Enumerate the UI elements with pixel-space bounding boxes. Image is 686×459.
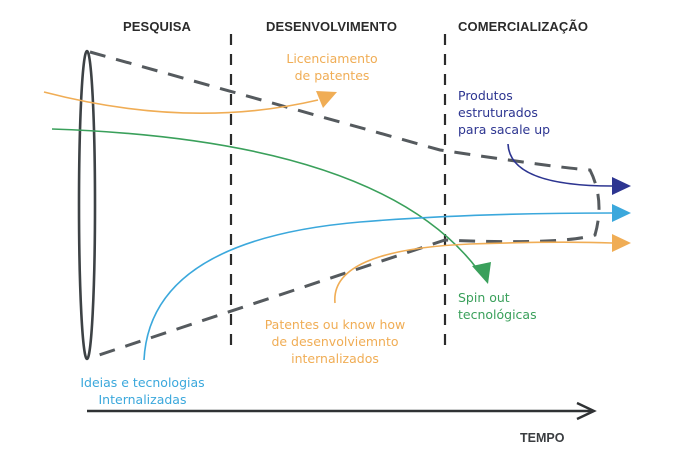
patents-internal-label-line: de desenvolviemnto [271, 334, 399, 349]
funnel-outline [89, 50, 601, 360]
time-axis-arrowhead-icon [576, 401, 597, 421]
products-label: Produtos estruturados para sacale up [458, 87, 598, 138]
patents-internal-arrowhead [612, 234, 631, 252]
ideas-label-line: Ideias e tecnologias [80, 375, 205, 390]
phase-commercialization: COMERCIALIZAÇÃO [458, 19, 589, 34]
spinout-label: Spin out tecnológicas [458, 289, 578, 323]
licensing-label-line: de patentes [294, 68, 370, 83]
patents-internal-label-line: internalizados [291, 351, 379, 366]
phase-research: PESQUISA [123, 19, 191, 34]
spinout-arrow-line [51, 128, 479, 271]
patents-internal-arrow-line [334, 241, 613, 304]
products-label-line: Produtos [458, 88, 513, 103]
products-arrowhead [612, 177, 631, 195]
spinout-arrowhead [472, 262, 491, 284]
licensing-arrowhead [316, 91, 337, 108]
ideas-label-line: Internalizadas [98, 392, 187, 407]
spinout-label-line: Spin out [458, 290, 510, 305]
patents-internal-label-line: Patentes ou know how [264, 317, 406, 332]
licensing-arrow-line [43, 91, 319, 114]
phase-development: DESENVOLVIMENTO [266, 19, 398, 34]
products-arrow-line [507, 143, 613, 187]
products-label-line: para sacale up [458, 122, 551, 137]
time-axis-label: TEMPO [520, 431, 565, 445]
products-label-line: estruturados [458, 105, 538, 120]
patents-internal-label: Patentes ou know how de desenvolviemnto … [250, 316, 420, 367]
licensing-label: Licenciamento de patentes [272, 50, 392, 84]
funnel-opening-ellipse [77, 49, 97, 361]
ideas-arrowhead [612, 204, 631, 222]
spinout-label-line: tecnológicas [458, 307, 537, 322]
ideas-label: Ideias e tecnologias Internalizadas [65, 374, 220, 408]
ideas-arrow-line [143, 212, 613, 361]
licensing-label-line: Licenciamento [286, 51, 378, 66]
